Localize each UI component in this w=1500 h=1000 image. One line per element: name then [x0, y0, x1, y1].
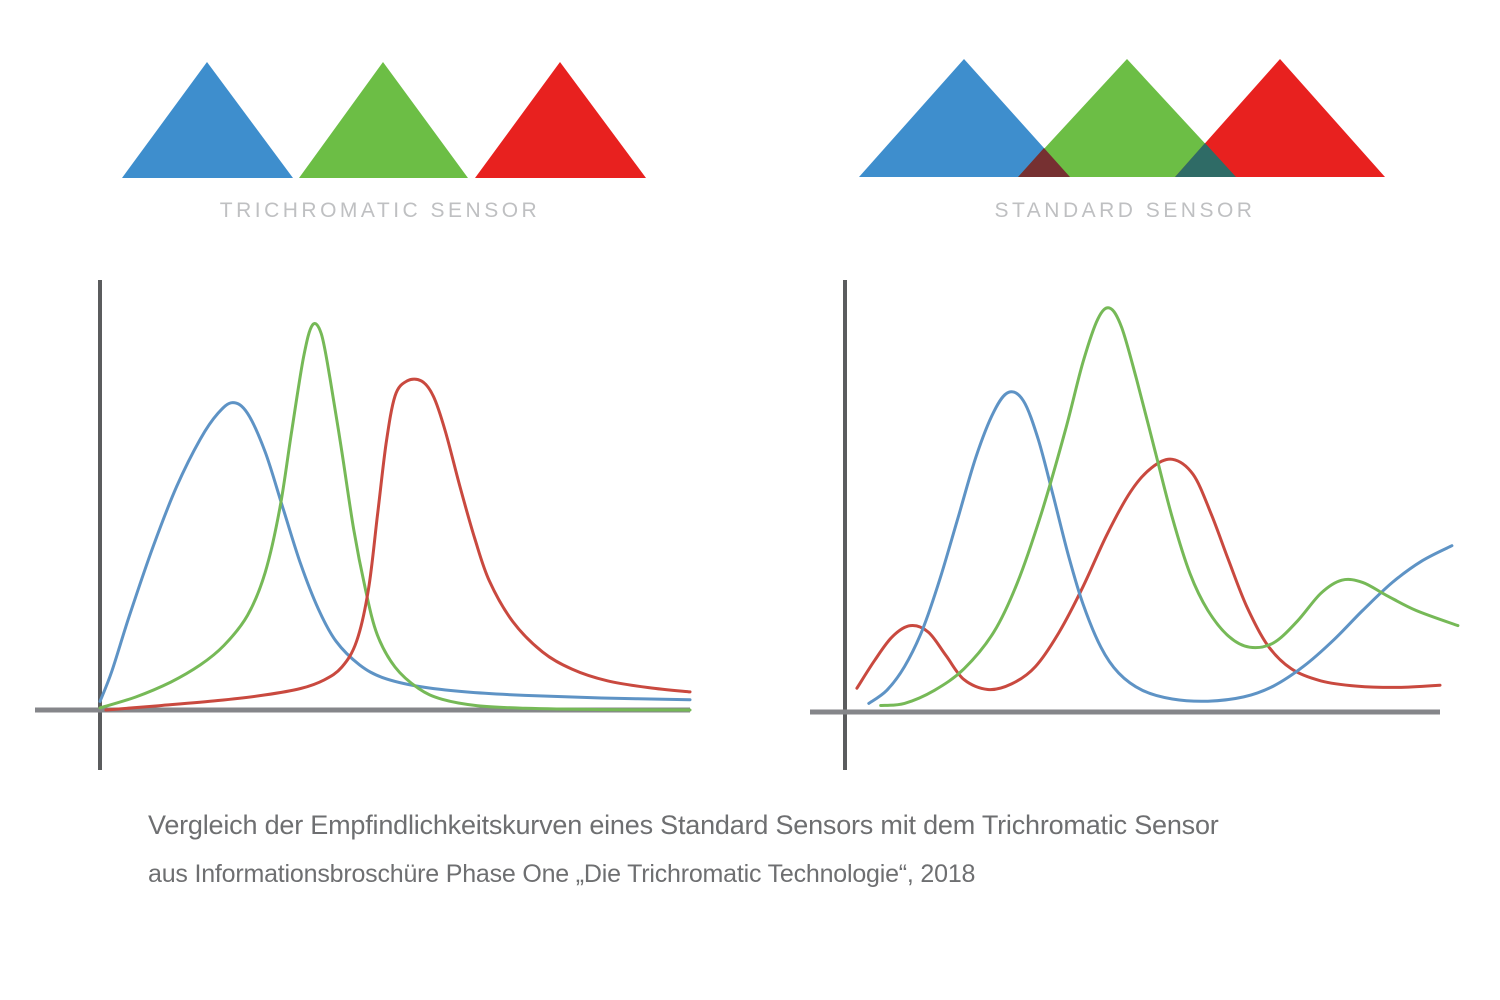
trichromatic-chart — [35, 280, 692, 770]
trichromatic-chart-curve-green — [98, 322, 692, 712]
caption-line-1: Vergleich der Empfindlichkeitskurven ein… — [148, 810, 1219, 840]
trichromatic-blue-triangle — [122, 62, 293, 178]
trichromatic-chart-curve-red — [104, 377, 692, 712]
trichromatic-green-triangle — [299, 62, 468, 178]
standard-blue-triangle — [859, 59, 1070, 177]
standard-chart — [810, 280, 1460, 770]
standard-blue-green-overlap — [1018, 148, 1070, 177]
standard-green-red-overlap — [1175, 143, 1236, 177]
trichromatic-sensor-label: TRICHROMATIC SENSOR — [219, 199, 541, 222]
standard-chart-curve-green — [879, 306, 1460, 707]
trichromatic-red-triangle — [475, 62, 646, 178]
standard-chart-curve-red — [855, 457, 1442, 692]
standard-sensor-label: STANDARD SENSOR — [994, 199, 1256, 222]
figure-caption: Vergleich der Empfindlichkeitskurven ein… — [148, 810, 1219, 889]
trichromatic-chart-curve-blue — [98, 401, 692, 703]
standard-red-triangle — [1175, 59, 1385, 177]
standard-triangles — [859, 59, 1385, 177]
standard-green-triangle — [1018, 59, 1236, 177]
standard-chart-curve-blue — [867, 390, 1454, 705]
trichromatic-triangles — [122, 62, 646, 178]
caption-line-2: aus Informationsbroschüre Phase One „Die… — [148, 860, 976, 888]
